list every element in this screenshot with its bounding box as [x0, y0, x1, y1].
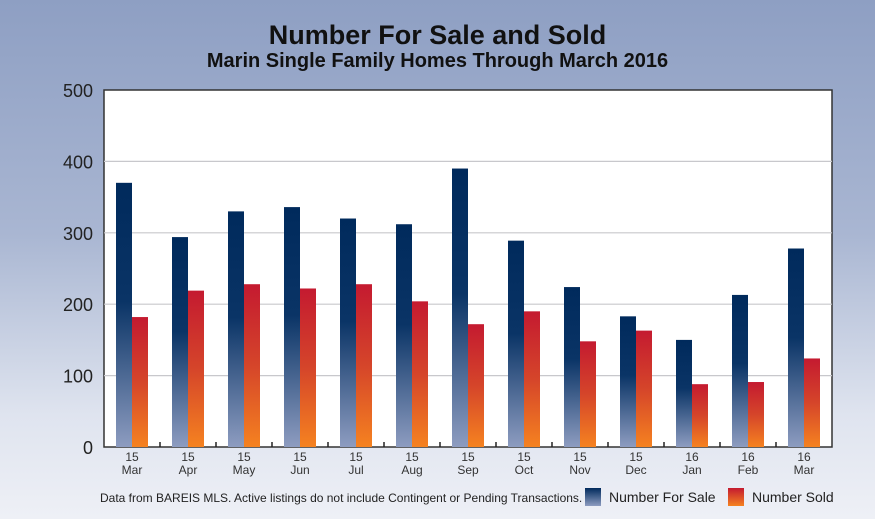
bar-for-sale [732, 294, 748, 447]
x-tick-label-month: Feb [738, 463, 759, 477]
x-tick-label-month: May [233, 463, 256, 477]
y-tick-label: 400 [63, 152, 93, 172]
x-tick-label-month: Mar [122, 463, 143, 477]
source-note: Data from BAREIS MLS. Active listings do… [100, 491, 583, 505]
bar-sold [748, 382, 764, 447]
x-tick-label-month: Mar [794, 463, 815, 477]
x-tick-label-year: 15 [461, 450, 475, 464]
x-tick-label-month: Oct [515, 463, 534, 477]
x-tick-label-year: 15 [573, 450, 587, 464]
bar-for-sale [172, 237, 188, 447]
bar-sold [804, 358, 820, 447]
x-tick-label-month: Jul [348, 463, 363, 477]
bar-sold [692, 384, 708, 447]
x-tick-label-month: Jan [682, 463, 701, 477]
bar-for-sale [788, 248, 804, 447]
x-tick-label-month: Nov [569, 463, 590, 477]
x-tick-label-year: 16 [741, 450, 755, 464]
bar-for-sale [396, 224, 412, 447]
bar-sold [356, 284, 372, 447]
chart-title: Number For Sale and Sold [268, 20, 607, 50]
legend-swatch-for-sale [585, 488, 601, 506]
y-tick-label: 300 [63, 224, 93, 244]
legend-label-for-sale: Number For Sale [609, 489, 716, 505]
bar-sold [244, 284, 260, 447]
x-tick-label-year: 15 [349, 450, 363, 464]
x-tick-label-year: 16 [685, 450, 699, 464]
x-tick-label-year: 15 [293, 450, 307, 464]
bar-sold [524, 311, 540, 447]
legend-for-sale: Number For Sale [585, 488, 716, 506]
x-tick-label-year: 15 [125, 450, 139, 464]
y-tick-label: 0 [83, 438, 93, 458]
x-tick-label-month: Jun [290, 463, 309, 477]
x-tick-label-year: 15 [181, 450, 195, 464]
bar-sold [636, 330, 652, 447]
bar-sold [132, 317, 148, 447]
bar-sold [300, 288, 316, 447]
bar-sold [188, 290, 204, 447]
x-tick-label-year: 15 [517, 450, 531, 464]
bar-sold [580, 341, 596, 447]
x-tick-label-month: Apr [179, 463, 198, 477]
x-tick-label-year: 15 [405, 450, 419, 464]
bar-for-sale [508, 240, 524, 447]
x-tick-label-year: 15 [237, 450, 251, 464]
bar-for-sale [228, 211, 244, 447]
bar-for-sale [116, 182, 132, 447]
bar-sold [412, 301, 428, 447]
legend-swatch-sold [728, 488, 744, 506]
y-tick-label: 200 [63, 295, 93, 315]
x-tick-label-year: 16 [797, 450, 811, 464]
bar-sold [468, 324, 484, 447]
x-tick-label-year: 15 [629, 450, 643, 464]
bar-for-sale [564, 287, 580, 447]
x-tick-label-month: Sep [457, 463, 479, 477]
bar-for-sale [620, 316, 636, 447]
x-tick-label-month: Dec [625, 463, 646, 477]
bar-for-sale [284, 207, 300, 447]
legend-sold: Number Sold [728, 488, 834, 506]
y-tick-label: 500 [63, 81, 93, 101]
bar-for-sale [676, 339, 692, 447]
chart-subtitle: Marin Single Family Homes Through March … [206, 50, 669, 72]
bar-for-sale [340, 218, 356, 447]
bar-for-sale [452, 168, 468, 448]
legend-label-sold: Number Sold [752, 489, 834, 505]
x-tick-label-month: Aug [401, 463, 422, 477]
y-tick-label: 100 [63, 367, 93, 387]
